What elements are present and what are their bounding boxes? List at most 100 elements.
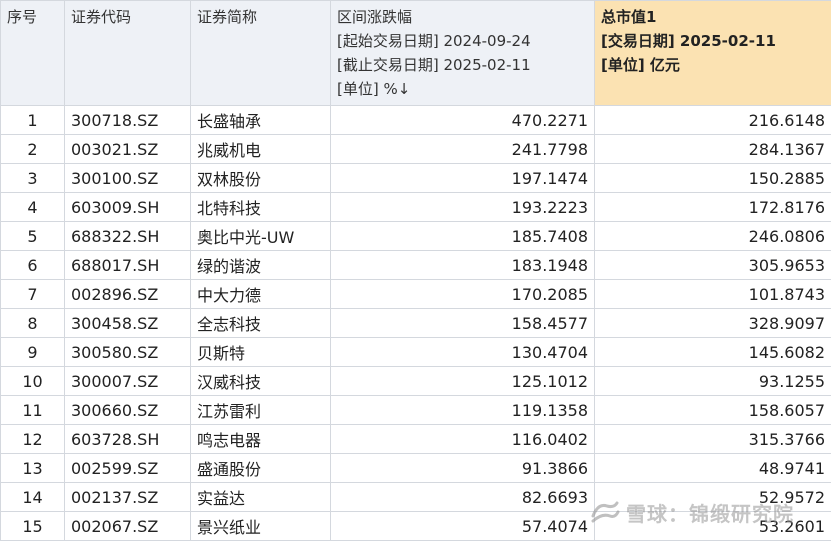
- cell-name[interactable]: 北特科技: [191, 193, 331, 222]
- header-change-title: 区间涨跌幅: [337, 5, 588, 29]
- cell-code[interactable]: 002599.SZ: [65, 454, 191, 483]
- cell-idx[interactable]: 15: [1, 512, 65, 541]
- cell-idx[interactable]: 12: [1, 425, 65, 454]
- cell-name[interactable]: 汉威科技: [191, 367, 331, 396]
- cell-cap[interactable]: 315.3766: [595, 425, 831, 454]
- header-code[interactable]: 证券代码: [65, 1, 191, 106]
- cell-idx[interactable]: 5: [1, 222, 65, 251]
- cell-code[interactable]: 603728.SH: [65, 425, 191, 454]
- cell-cap[interactable]: 52.9572: [595, 483, 831, 512]
- cell-idx[interactable]: 14: [1, 483, 65, 512]
- cell-code[interactable]: 300580.SZ: [65, 338, 191, 367]
- cell-idx[interactable]: 3: [1, 164, 65, 193]
- cell-code[interactable]: 688017.SH: [65, 251, 191, 280]
- cell-idx[interactable]: 13: [1, 454, 65, 483]
- cell-name[interactable]: 兆威机电: [191, 135, 331, 164]
- header-change-end: [截止交易日期] 2025-02-11: [337, 53, 588, 77]
- cell-cap[interactable]: 284.1367: [595, 135, 831, 164]
- cell-name[interactable]: 盛通股份: [191, 454, 331, 483]
- cell-cap[interactable]: 53.2601: [595, 512, 831, 541]
- cell-change[interactable]: 470.2271: [331, 106, 595, 135]
- cell-change[interactable]: 91.3866: [331, 454, 595, 483]
- cell-code[interactable]: 002137.SZ: [65, 483, 191, 512]
- cell-idx[interactable]: 8: [1, 309, 65, 338]
- cell-idx[interactable]: 7: [1, 280, 65, 309]
- cell-change[interactable]: 185.7408: [331, 222, 595, 251]
- table-header-row: 序号 证券代码 证券简称 区间涨跌幅 [起始交易日期] 2024-09-24 […: [1, 1, 831, 106]
- cell-change[interactable]: 158.4577: [331, 309, 595, 338]
- cell-cap[interactable]: 145.6082: [595, 338, 831, 367]
- cell-name[interactable]: 鸣志电器: [191, 425, 331, 454]
- cell-code[interactable]: 688322.SH: [65, 222, 191, 251]
- cell-idx[interactable]: 9: [1, 338, 65, 367]
- cell-cap[interactable]: 158.6057: [595, 396, 831, 425]
- cell-idx[interactable]: 1: [1, 106, 65, 135]
- cell-cap[interactable]: 305.9653: [595, 251, 831, 280]
- cell-change[interactable]: 241.7798: [331, 135, 595, 164]
- cell-name[interactable]: 双林股份: [191, 164, 331, 193]
- cell-change[interactable]: 170.2085: [331, 280, 595, 309]
- cell-change[interactable]: 130.4704: [331, 338, 595, 367]
- cell-code[interactable]: 300660.SZ: [65, 396, 191, 425]
- cell-name[interactable]: 江苏雷利: [191, 396, 331, 425]
- cell-cap[interactable]: 48.9741: [595, 454, 831, 483]
- cell-change[interactable]: 116.0402: [331, 425, 595, 454]
- cell-name[interactable]: 全志科技: [191, 309, 331, 338]
- cell-cap[interactable]: 101.8743: [595, 280, 831, 309]
- cell-cap[interactable]: 216.6148: [595, 106, 831, 135]
- cell-cap[interactable]: 172.8176: [595, 193, 831, 222]
- cell-code[interactable]: 300458.SZ: [65, 309, 191, 338]
- cell-cap[interactable]: 246.0806: [595, 222, 831, 251]
- header-change[interactable]: 区间涨跌幅 [起始交易日期] 2024-09-24 [截止交易日期] 2025-…: [331, 1, 595, 106]
- cell-change[interactable]: 119.1358: [331, 396, 595, 425]
- cell-idx[interactable]: 11: [1, 396, 65, 425]
- cell-idx[interactable]: 6: [1, 251, 65, 280]
- cell-code[interactable]: 300718.SZ: [65, 106, 191, 135]
- cell-change[interactable]: 183.1948: [331, 251, 595, 280]
- cell-name[interactable]: 景兴纸业: [191, 512, 331, 541]
- cell-change[interactable]: 193.2223: [331, 193, 595, 222]
- cell-idx[interactable]: 2: [1, 135, 65, 164]
- header-name[interactable]: 证券简称: [191, 1, 331, 106]
- cell-name[interactable]: 绿的谐波: [191, 251, 331, 280]
- cell-idx[interactable]: 10: [1, 367, 65, 396]
- cell-name[interactable]: 长盛轴承: [191, 106, 331, 135]
- cell-cap[interactable]: 150.2885: [595, 164, 831, 193]
- cell-code[interactable]: 003021.SZ: [65, 135, 191, 164]
- cell-code[interactable]: 002067.SZ: [65, 512, 191, 541]
- cell-code[interactable]: 300007.SZ: [65, 367, 191, 396]
- cell-change[interactable]: 57.4074: [331, 512, 595, 541]
- cell-name[interactable]: 奥比中光-UW: [191, 222, 331, 251]
- cell-change[interactable]: 197.1474: [331, 164, 595, 193]
- cell-change[interactable]: 125.1012: [331, 367, 595, 396]
- cell-cap[interactable]: 328.9097: [595, 309, 831, 338]
- cell-name[interactable]: 贝斯特: [191, 338, 331, 367]
- header-idx[interactable]: 序号: [1, 1, 65, 106]
- cell-idx[interactable]: 4: [1, 193, 65, 222]
- cell-code[interactable]: 603009.SH: [65, 193, 191, 222]
- header-cap[interactable]: 总市值1 [交易日期] 2025-02-11 [单位] 亿元: [595, 1, 831, 106]
- cell-cap[interactable]: 93.1255: [595, 367, 831, 396]
- cell-code[interactable]: 002896.SZ: [65, 280, 191, 309]
- cell-change[interactable]: 82.6693: [331, 483, 595, 512]
- cell-code[interactable]: 300100.SZ: [65, 164, 191, 193]
- header-cap-title: 总市值1: [601, 5, 825, 29]
- cell-name[interactable]: 中大力德: [191, 280, 331, 309]
- cell-name[interactable]: 实益达: [191, 483, 331, 512]
